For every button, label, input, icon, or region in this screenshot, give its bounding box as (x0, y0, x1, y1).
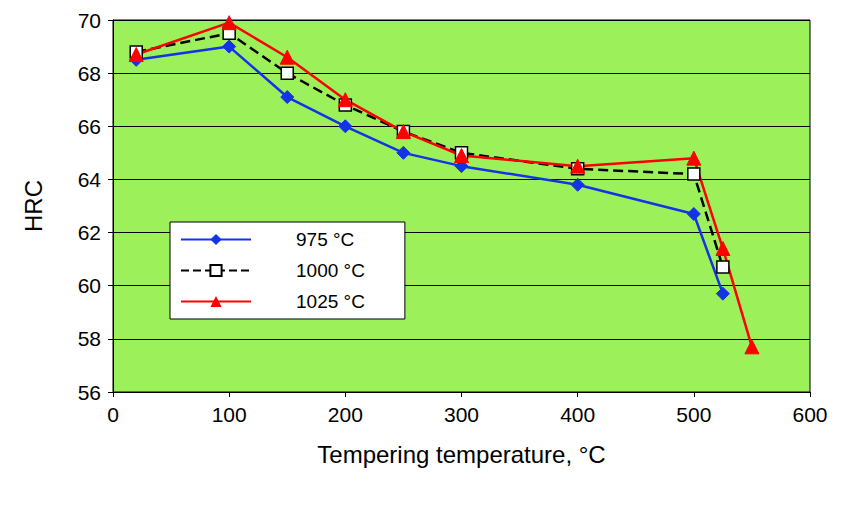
svg-text:62: 62 (78, 221, 101, 244)
svg-text:60: 60 (78, 274, 101, 297)
svg-text:200: 200 (328, 403, 363, 426)
svg-text:100: 100 (212, 403, 247, 426)
svg-text:66: 66 (78, 115, 101, 138)
svg-text:58: 58 (78, 327, 101, 350)
svg-text:56: 56 (78, 381, 101, 404)
svg-text:HRC: HRC (20, 180, 47, 232)
svg-text:0: 0 (107, 403, 119, 426)
svg-text:Tempering temperature, °C: Tempering temperature, °C (317, 441, 605, 468)
svg-text:600: 600 (792, 403, 827, 426)
svg-text:1000 °C: 1000 °C (296, 260, 365, 281)
svg-text:1025 °C: 1025 °C (296, 291, 365, 312)
svg-text:400: 400 (560, 403, 595, 426)
svg-text:500: 500 (676, 403, 711, 426)
svg-text:70: 70 (78, 9, 101, 32)
svg-text:300: 300 (444, 403, 479, 426)
svg-text:975 °C: 975 °C (296, 229, 354, 250)
svg-text:64: 64 (78, 168, 102, 191)
svg-text:68: 68 (78, 62, 101, 85)
